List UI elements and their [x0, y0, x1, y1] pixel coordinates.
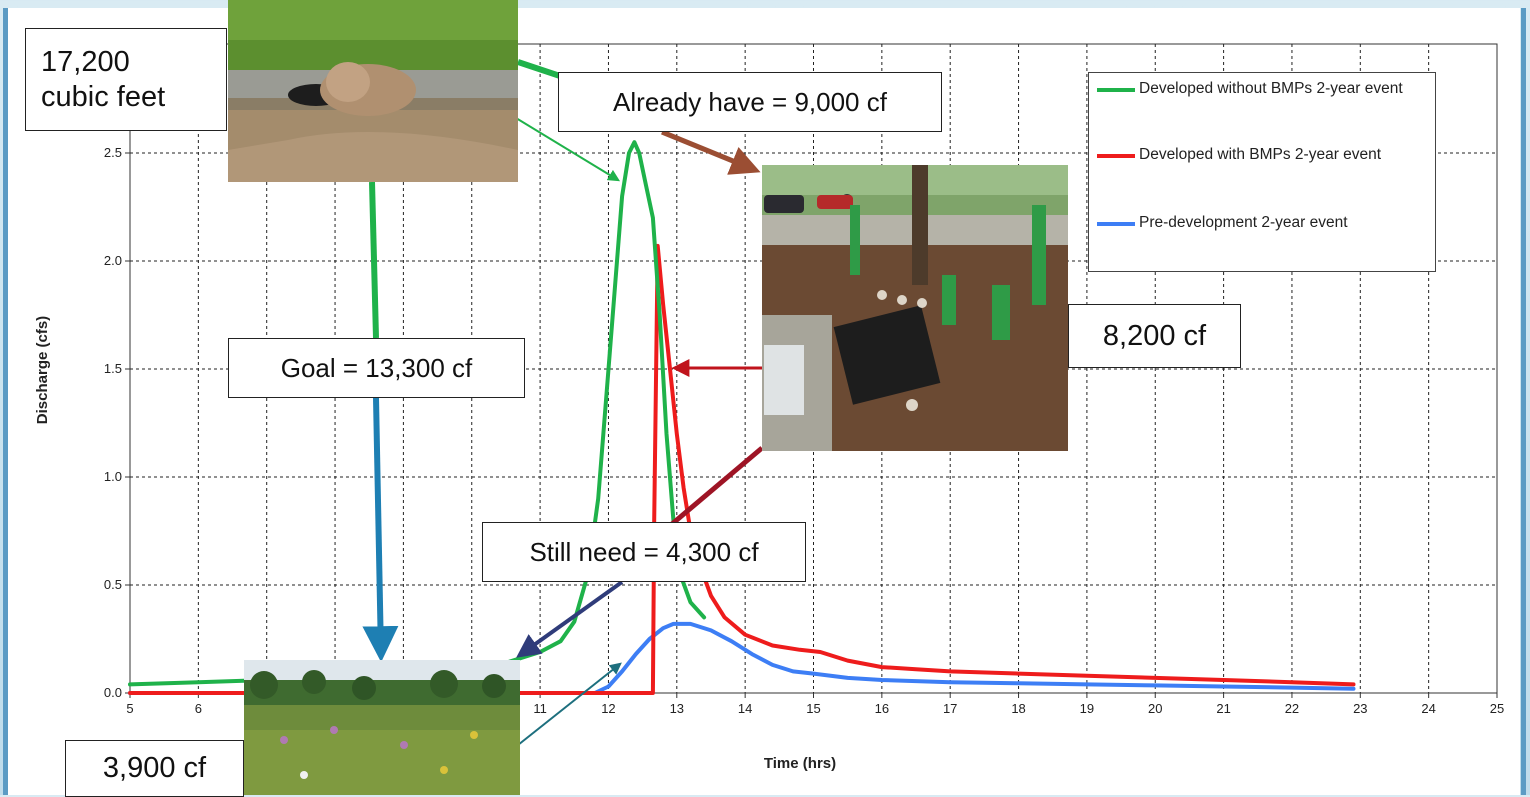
y-tick-label: 0.5	[104, 577, 122, 592]
callout-already-have: Already have = 9,000 cf	[558, 72, 942, 132]
x-tick-label: 5	[126, 701, 133, 716]
legend-swatch-red	[1097, 154, 1135, 158]
x-tick-label: 16	[875, 701, 889, 716]
arrow-to-blue-curve	[517, 662, 622, 746]
x-tick-label: 12	[601, 701, 615, 716]
x-tick-label: 14	[738, 701, 752, 716]
arrow-to-green-baseflow	[516, 580, 624, 658]
green-connector-bar	[517, 59, 561, 79]
x-tick-label: 13	[670, 701, 684, 716]
storm-drain-image	[228, 0, 518, 182]
arrow-to-green-peak	[515, 117, 621, 182]
x-tick-label: 17	[943, 701, 957, 716]
y-tick-label: 1.5	[104, 361, 122, 376]
y-tick-label: 1.0	[104, 469, 122, 484]
rain-garden-image	[762, 165, 1068, 451]
x-axis-label: Time (hrs)	[764, 755, 836, 772]
storm-drain-runoff-photo	[228, 0, 518, 182]
callout-total-volume: 17,200 cubic feet	[25, 28, 227, 131]
slide-right-border	[1521, 8, 1526, 795]
meadow-image	[244, 660, 520, 795]
x-tick-label: 19	[1080, 701, 1094, 716]
callout-arrows	[362, 59, 764, 746]
y-tick-label: 2.0	[104, 253, 122, 268]
legend-swatch-green	[1097, 88, 1135, 92]
y-axis-label: Discharge (cfs)	[34, 316, 51, 424]
x-tick-label: 25	[1490, 701, 1504, 716]
legend-swatch-blue	[1097, 222, 1135, 226]
legend: Developed without BMPs 2-year event Deve…	[1088, 72, 1436, 272]
legend-label: Pre-development 2-year event	[1139, 214, 1348, 231]
callout-total-line1: 17,200	[41, 45, 130, 78]
x-tick-label: 11	[533, 701, 547, 716]
vertical-connector-upper	[369, 181, 379, 339]
x-tick-label: 18	[1011, 701, 1025, 716]
x-tick-label: 24	[1421, 701, 1435, 716]
series-line-with-bmps	[128, 243, 1356, 695]
y-tick-label: 0.0	[104, 685, 122, 700]
arrow-to-meadow-photo	[362, 397, 399, 663]
callout-still-need: Still need = 4,300 cf	[482, 522, 806, 582]
x-tick-label: 6	[195, 701, 202, 716]
callout-goal: Goal = 13,300 cf	[228, 338, 525, 398]
legend-label: Developed without BMPs 2-year event	[1139, 80, 1403, 97]
x-tick-label: 22	[1285, 701, 1299, 716]
arrow-to-rain-garden	[661, 129, 761, 175]
callout-rain-garden-volume: 8,200 cf	[1068, 304, 1241, 368]
slide-left-border	[3, 8, 8, 795]
y-tick-label: 2.5	[104, 145, 122, 160]
dark-red-connector-bar	[670, 446, 764, 526]
x-tick-label: 23	[1353, 701, 1367, 716]
x-tick-label: 15	[806, 701, 820, 716]
x-tick-label: 21	[1216, 701, 1230, 716]
wildflower-meadow-photo	[244, 660, 520, 795]
legend-label: Developed with BMPs 2-year event	[1139, 146, 1382, 163]
callout-total-line2: cubic feet	[41, 80, 166, 113]
series-line-pre-development	[128, 621, 1356, 695]
x-tick-label: 20	[1148, 701, 1162, 716]
rain-garden-volunteers-photo	[762, 165, 1068, 451]
callout-meadow-volume: 3,900 cf	[65, 740, 244, 797]
